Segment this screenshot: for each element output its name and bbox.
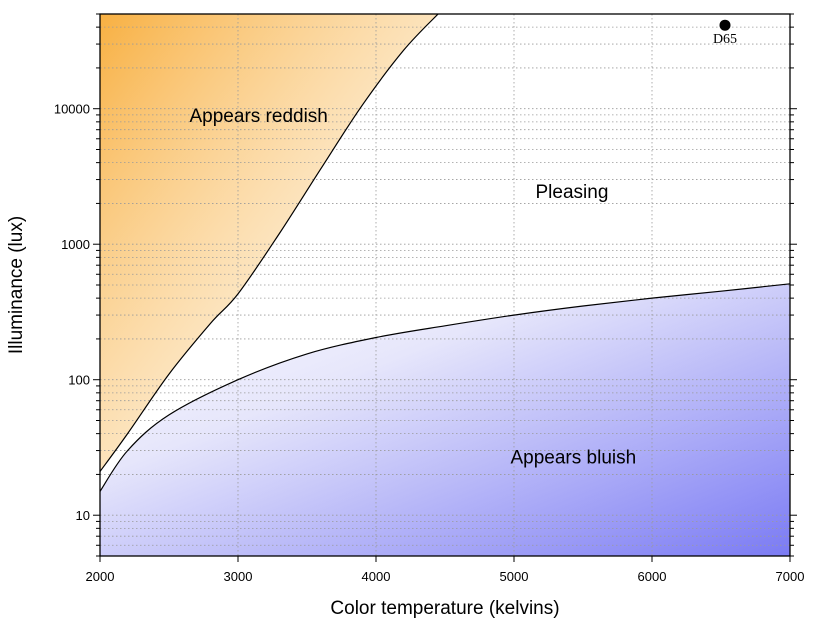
x-axis-title: Color temperature (kelvins) [330,598,559,619]
upper-boundary-curve [100,14,439,472]
y-tick-label: 10 [76,508,90,523]
grid [100,14,790,556]
point-marker [719,19,731,31]
region-reddish [100,14,439,472]
x-tick-label: 4000 [362,569,391,584]
y-axis-ticks: 10 100 1000 10000 [54,13,797,557]
x-tick-label: 7000 [776,569,805,584]
x-tick-label: 5000 [500,569,529,584]
region-labels: Appears reddish Pleasing Appears bluish [190,106,637,469]
x-axis-ticks: 2000 3000 4000 5000 6000 7000 [86,556,805,584]
x-tick-label: 2000 [86,569,115,584]
y-tick-label: 10000 [54,102,90,117]
region-label: Appears bluish [510,448,636,469]
x-tick-label: 3000 [224,569,253,584]
region-bluish [100,283,790,556]
points: D65 [713,19,737,47]
region-label: Appears reddish [190,106,328,127]
region-label: Pleasing [536,182,609,203]
y-axis-title: Illuminance (lux) [6,216,27,354]
point-label: D65 [713,32,737,47]
y-tick-label: 100 [68,373,90,388]
y-tick-label: 1000 [61,237,90,252]
x-tick-label: 6000 [638,569,667,584]
lower-boundary-curve [100,283,790,492]
